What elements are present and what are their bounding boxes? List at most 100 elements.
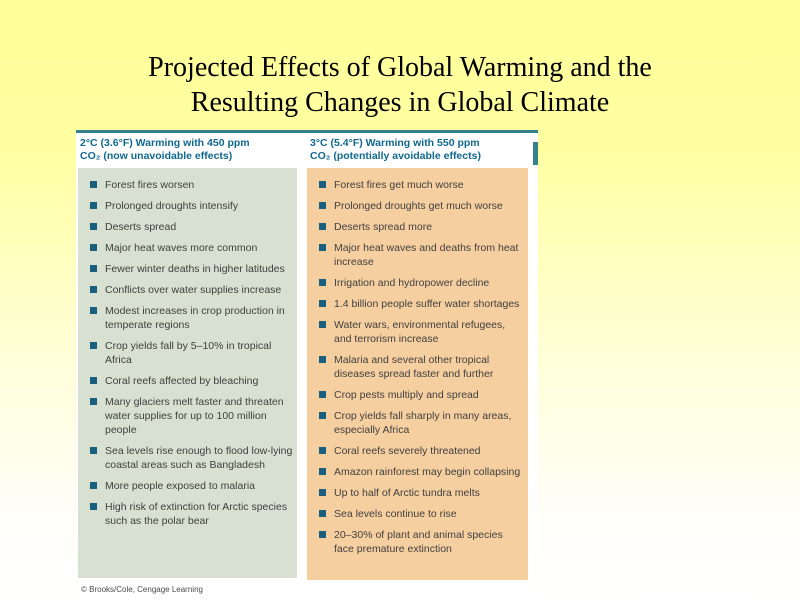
effect-item: Irrigation and hydropower decline — [317, 276, 524, 290]
effect-item-text: 20–30% of plant and animal species face … — [334, 529, 503, 555]
effect-item: Sea levels rise enough to flood low-lyin… — [88, 444, 293, 472]
effect-item: Fewer winter deaths in higher latitudes — [88, 262, 293, 276]
effect-item-text: Sea levels rise enough to flood low-lyin… — [105, 445, 293, 471]
square-bullet-icon — [90, 447, 97, 454]
square-bullet-icon — [319, 300, 326, 307]
effect-item: Prolonged droughts intensify — [88, 199, 293, 213]
square-bullet-icon — [319, 412, 326, 419]
effect-item: Deserts spread more — [317, 220, 524, 234]
square-bullet-icon — [90, 503, 97, 510]
effects-comparison-table: 2°C (3.6°F) Warming with 450 ppm CO₂ (no… — [76, 130, 538, 599]
square-bullet-icon — [90, 307, 97, 314]
effect-item-text: Crop yields fall by 5–10% in tropical Af… — [105, 340, 272, 366]
effect-item: Forest fires get much worse — [317, 178, 524, 192]
square-bullet-icon — [90, 482, 97, 489]
effect-item: Conflicts over water supplies increase — [88, 283, 293, 297]
effect-item: Major heat waves and deaths from heat in… — [317, 241, 524, 269]
square-bullet-icon — [90, 223, 97, 230]
effect-item: Prolonged droughts get much worse — [317, 199, 524, 213]
square-bullet-icon — [319, 391, 326, 398]
square-bullet-icon — [319, 223, 326, 230]
effect-item: Up to half of Arctic tundra melts — [317, 486, 524, 500]
effect-item-text: Crop yields fall sharply in many areas, … — [334, 410, 512, 436]
square-bullet-icon — [319, 279, 326, 286]
slide-title-line2: Resulting Changes in Global Climate — [190, 87, 610, 118]
square-bullet-icon — [319, 321, 326, 328]
effect-item: Amazon rainforest may begin collapsing — [317, 465, 524, 479]
effect-item: More people exposed to malaria — [88, 479, 293, 493]
copyright-credit: © Brooks/Cole, Cengage Learning — [81, 585, 203, 594]
effect-item-text: Malaria and several other tropical disea… — [334, 354, 494, 380]
square-bullet-icon — [319, 447, 326, 454]
effect-item: 1.4 billion people suffer water shortage… — [317, 297, 524, 311]
square-bullet-icon — [90, 342, 97, 349]
effect-item-text: Amazon rainforest may begin collapsing — [334, 466, 521, 478]
effect-item: Crop yields fall by 5–10% in tropical Af… — [88, 339, 293, 367]
square-bullet-icon — [319, 468, 326, 475]
effect-item: Sea levels continue to rise — [317, 507, 524, 521]
square-bullet-icon — [319, 202, 326, 209]
effect-item-text: Fewer winter deaths in higher latitudes — [105, 263, 285, 275]
square-bullet-icon — [90, 398, 97, 405]
square-bullet-icon — [319, 489, 326, 496]
column-header-450ppm: 2°C (3.6°F) Warming with 450 ppm CO₂ (no… — [80, 137, 307, 163]
header-edge-accent-bar — [533, 142, 538, 165]
column-header-450ppm-line1: 2°C (3.6°F) Warming with 450 ppm — [80, 137, 250, 149]
slide-title: Projected Effects of Global Warming and … — [0, 50, 800, 120]
effect-item-text: Major heat waves and deaths from heat in… — [334, 242, 519, 268]
square-bullet-icon — [90, 265, 97, 272]
effect-item: Coral reefs severely threatened — [317, 444, 524, 458]
effect-item-text: Coral reefs severely threatened — [334, 445, 481, 457]
effect-item-text: Forest fires get much worse — [334, 179, 464, 191]
effect-item-text: Sea levels continue to rise — [334, 508, 457, 520]
square-bullet-icon — [319, 356, 326, 363]
effect-item: Modest increases in crop production in t… — [88, 304, 293, 332]
slide-title-line1: Projected Effects of Global Warming and … — [148, 52, 652, 83]
table-body: Forest fires worsen Prolonged droughts in… — [76, 168, 538, 580]
effect-item-text: Deserts spread more — [334, 221, 433, 233]
effect-item-text: Prolonged droughts intensify — [105, 200, 239, 212]
effect-item-text: Crop pests multiply and spread — [334, 389, 479, 401]
effect-item: Crop pests multiply and spread — [317, 388, 524, 402]
effect-item: 20–30% of plant and animal species face … — [317, 528, 524, 556]
effect-item-text: High risk of extinction for Arctic speci… — [105, 501, 288, 527]
effect-item-text: Up to half of Arctic tundra melts — [334, 487, 480, 499]
effect-item-text: Water wars, environmental refugees, and … — [334, 319, 506, 345]
square-bullet-icon — [90, 286, 97, 293]
square-bullet-icon — [90, 244, 97, 251]
effect-item: Crop yields fall sharply in many areas, … — [317, 409, 524, 437]
effect-item: High risk of extinction for Arctic speci… — [88, 500, 293, 528]
effect-item-text: Major heat waves more common — [105, 242, 258, 254]
square-bullet-icon — [319, 531, 326, 538]
effect-item-text: Deserts spread — [105, 221, 177, 233]
effect-item-text: Many glaciers melt faster and threaten w… — [105, 396, 284, 436]
effect-item-text: Conflicts over water supplies increase — [105, 284, 282, 296]
square-bullet-icon — [319, 244, 326, 251]
effect-item: Coral reefs affected by bleaching — [88, 374, 293, 388]
square-bullet-icon — [319, 181, 326, 188]
effect-item-text: Forest fires worsen — [105, 179, 195, 191]
effect-item: Water wars, environmental refugees, and … — [317, 318, 524, 346]
effect-item: Forest fires worsen — [88, 178, 293, 192]
effect-item: Malaria and several other tropical disea… — [317, 353, 524, 381]
square-bullet-icon — [90, 377, 97, 384]
effects-list-450ppm: Forest fires worsen Prolonged droughts in… — [78, 168, 297, 578]
column-header-550ppm: 3°C (5.4°F) Warming with 550 ppm CO₂ (po… — [307, 137, 530, 163]
effect-item: Major heat waves more common — [88, 241, 293, 255]
square-bullet-icon — [90, 202, 97, 209]
effect-item-text: Coral reefs affected by bleaching — [105, 375, 259, 387]
effects-list-550ppm: Forest fires get much worse Prolonged dro… — [307, 168, 528, 580]
effect-item: Deserts spread — [88, 220, 293, 234]
effect-item-text: 1.4 billion people suffer water shortage… — [334, 298, 520, 310]
column-header-450ppm-line2: CO₂ (now unavoidable effects) — [80, 150, 233, 162]
effect-item: Many glaciers melt faster and threaten w… — [88, 395, 293, 437]
effect-item-text: Modest increases in crop production in t… — [105, 305, 285, 331]
square-bullet-icon — [319, 510, 326, 517]
square-bullet-icon — [90, 181, 97, 188]
table-header-row: 2°C (3.6°F) Warming with 450 ppm CO₂ (no… — [76, 133, 538, 168]
effect-item-text: Prolonged droughts get much worse — [334, 200, 503, 212]
effect-item-text: Irrigation and hydropower decline — [334, 277, 490, 289]
column-header-550ppm-line1: 3°C (5.4°F) Warming with 550 ppm — [310, 137, 480, 149]
effect-item-text: More people exposed to malaria — [105, 480, 256, 492]
